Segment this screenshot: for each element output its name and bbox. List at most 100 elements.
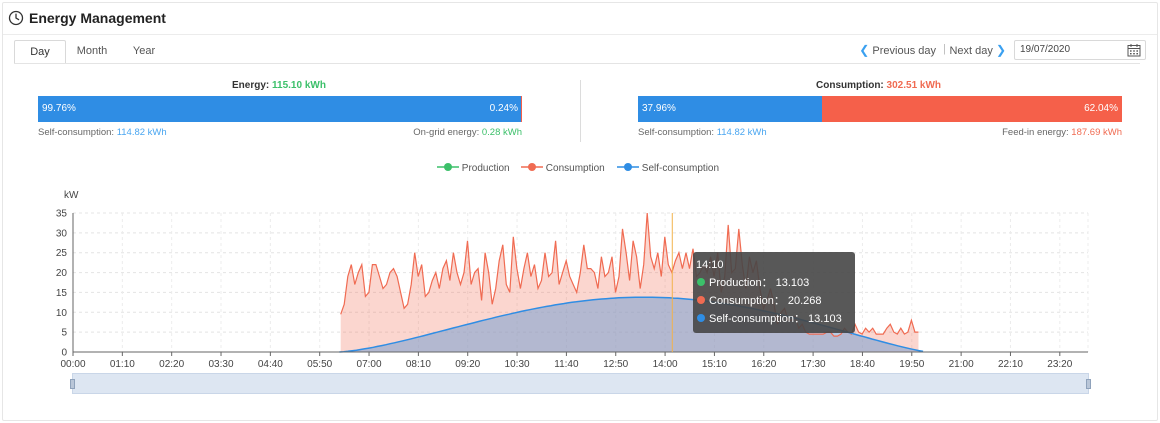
nav-separator: | bbox=[943, 43, 946, 55]
next-day-label: Next day bbox=[949, 45, 993, 57]
calendar-icon[interactable] bbox=[1127, 43, 1141, 57]
self-consumption-area bbox=[339, 297, 924, 352]
tooltip-row: Self-consumption： 13.103 bbox=[709, 313, 842, 325]
x-tick-label: 05:50 bbox=[307, 359, 332, 370]
energy-grid-value: 0.28 kWh bbox=[481, 127, 522, 138]
energy-self-value: 114.82 kWh bbox=[116, 127, 167, 138]
x-tick-label: 04:40 bbox=[258, 359, 283, 370]
date-picker-input[interactable]: 19/07/2020 bbox=[1014, 40, 1146, 60]
zoom-handle-left[interactable] bbox=[70, 379, 75, 389]
panel-header: Energy Management bbox=[3, 3, 1157, 35]
y-axis-label: kW bbox=[64, 190, 79, 201]
power-chart[interactable]: kW 0 5 10 15 20 25 30 35 00:00 01:10 02:20 03:30 04:4… bbox=[0, 180, 1160, 372]
legend-consumption-label: Consumption bbox=[545, 163, 605, 174]
x-tick-label: 10:30 bbox=[505, 359, 530, 370]
y-tick-label: 5 bbox=[61, 328, 67, 339]
date-value: 19/07/2020 bbox=[1020, 44, 1071, 55]
tab-day[interactable]: Day bbox=[14, 40, 66, 64]
production-legend-icon bbox=[437, 163, 459, 171]
tab-year[interactable]: Year bbox=[132, 45, 156, 57]
x-tick-label: 14:00 bbox=[653, 359, 678, 370]
energy-on-grid: On-grid energy: 0.28 kWh bbox=[413, 127, 522, 138]
energy-grid-label: On-grid energy: bbox=[413, 127, 480, 138]
energy-total: 115.10 kWh bbox=[272, 80, 326, 91]
energy-bar: 99.76% 0.24% bbox=[38, 96, 522, 122]
zoom-slider[interactable] bbox=[70, 373, 1091, 394]
y-tick-label: 10 bbox=[56, 308, 68, 319]
tooltip-dot bbox=[697, 296, 705, 304]
consumption-title: Consumption: 302.51 kWh bbox=[816, 80, 941, 91]
x-tick-label: 12:50 bbox=[603, 359, 628, 370]
x-tick-label: 21:00 bbox=[949, 359, 974, 370]
x-tick-label: 11:40 bbox=[554, 359, 579, 370]
consumption-feed-label: Feed-in energy: bbox=[1002, 127, 1069, 138]
legend-production-label: Production bbox=[461, 163, 510, 174]
x-tick-label: 08:10 bbox=[406, 359, 431, 370]
tab-divider bbox=[14, 63, 1140, 64]
x-tick-label: 17:30 bbox=[801, 359, 826, 370]
consumption-self-label: Self-consumption: bbox=[638, 127, 715, 138]
zoom-handle-right[interactable] bbox=[1086, 379, 1091, 389]
tooltip-time: 14:10 bbox=[696, 259, 724, 271]
energy-self-segment: 99.76% bbox=[38, 96, 521, 122]
self-consumption-legend-icon bbox=[617, 163, 639, 171]
x-tick-label: 15:10 bbox=[702, 359, 727, 370]
y-tick-label: 30 bbox=[56, 228, 68, 239]
x-tick-label: 16:20 bbox=[751, 359, 776, 370]
legend-self-consumption[interactable]: Self-consumption bbox=[617, 162, 719, 174]
consumption-right-pct: 62.04% bbox=[1084, 103, 1118, 114]
previous-day-button[interactable]: ❮ Previous day bbox=[859, 43, 936, 57]
x-tick-label: 01:10 bbox=[110, 359, 135, 370]
tab-month[interactable]: Month bbox=[76, 45, 108, 57]
x-tick-label: 19:50 bbox=[899, 359, 924, 370]
page-title: Energy Management bbox=[29, 10, 166, 26]
energy-grid-segment bbox=[520, 96, 522, 122]
consumption-title-label: Consumption: bbox=[816, 80, 884, 91]
y-tick-label: 0 bbox=[61, 348, 67, 359]
energy-left-pct: 99.76% bbox=[42, 103, 76, 114]
chevron-right-icon: ❯ bbox=[995, 43, 1006, 57]
energy-right-pct: 0.24% bbox=[489, 103, 518, 114]
consumption-self-consumption: Self-consumption: 114.82 kWh bbox=[638, 127, 767, 138]
clock-icon bbox=[8, 10, 24, 26]
legend-self-consumption-label: Self-consumption bbox=[641, 163, 720, 174]
consumption-feed-in: Feed-in energy: 187.69 kWh bbox=[1002, 127, 1122, 138]
consumption-left-pct: 37.96% bbox=[642, 103, 676, 114]
legend-production[interactable]: Production bbox=[437, 162, 510, 174]
consumption-self-value: 114.82 kWh bbox=[716, 127, 767, 138]
x-tick-label: 09:20 bbox=[455, 359, 480, 370]
energy-self-consumption: Self-consumption: 114.82 kWh bbox=[38, 127, 167, 138]
consumption-legend-icon bbox=[521, 163, 543, 171]
tooltip-row: Consumption： 20.268 bbox=[709, 295, 822, 307]
section-divider bbox=[580, 80, 581, 142]
consumption-line bbox=[340, 212, 919, 337]
consumption-feed-value: 187.69 kWh bbox=[1071, 127, 1122, 138]
previous-day-label: Previous day bbox=[872, 45, 936, 57]
consumption-self-segment: 37.96% bbox=[638, 96, 822, 122]
y-tick-label: 15 bbox=[56, 288, 68, 299]
consumption-total: 302.51 kWh bbox=[886, 80, 942, 91]
legend-consumption[interactable]: Consumption bbox=[521, 162, 605, 174]
x-tick-label: 18:40 bbox=[850, 359, 875, 370]
date-navigation: ❮ Previous day | Next day ❯ 19/07/2020 bbox=[846, 40, 1146, 62]
consumption-bar: 37.96% 62.04% bbox=[638, 96, 1122, 122]
y-tick-label: 20 bbox=[56, 268, 68, 279]
consumption-feed-segment: 62.04% bbox=[821, 96, 1122, 122]
tooltip-dot bbox=[697, 278, 705, 286]
x-tick-label: 02:20 bbox=[159, 359, 184, 370]
x-tick-label: 00:00 bbox=[60, 359, 85, 370]
x-tick-label: 23:20 bbox=[1047, 359, 1072, 370]
chevron-left-icon: ❮ bbox=[859, 43, 870, 57]
tooltip-dot bbox=[697, 314, 705, 322]
y-tick-label: 35 bbox=[56, 209, 68, 220]
energy-title-label: Energy: bbox=[232, 80, 270, 91]
x-tick-label: 22:10 bbox=[998, 359, 1023, 370]
tooltip-box bbox=[693, 252, 855, 333]
chart-legend: Production Consumption Self-consumption bbox=[0, 162, 1160, 176]
next-day-button[interactable]: Next day ❯ bbox=[949, 43, 1006, 57]
energy-self-label: Self-consumption: bbox=[38, 127, 115, 138]
x-tick-label: 07:00 bbox=[357, 359, 382, 370]
tooltip-row: Production： 13.103 bbox=[709, 277, 809, 289]
energy-title: Energy: 115.10 kWh bbox=[232, 80, 326, 91]
y-tick-label: 25 bbox=[56, 248, 68, 259]
